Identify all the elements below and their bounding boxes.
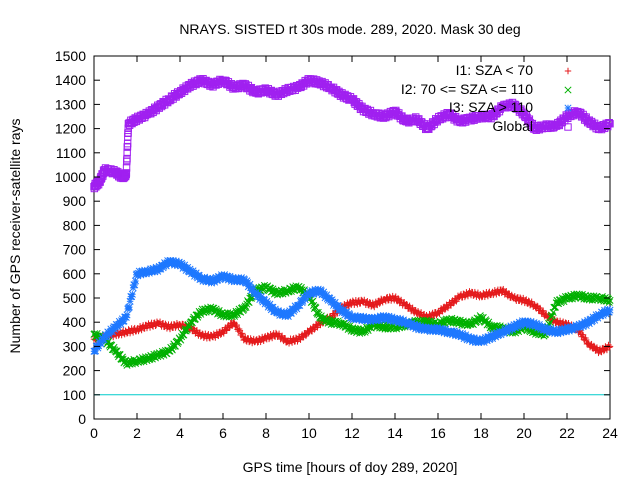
x-tick-label: 18 <box>473 425 489 441</box>
y-tick-label: 1200 <box>55 121 86 137</box>
x-tick-label: 12 <box>344 425 360 441</box>
point-i1-interp <box>220 330 227 337</box>
x-tick-label: 20 <box>516 425 532 441</box>
tick-layer: 0 2 4 6 8 10 12 14 16 18 20 22 240100200300400500600… <box>55 48 618 441</box>
y-tick-label: 1300 <box>55 96 86 112</box>
y-tick-label: 1000 <box>55 169 86 185</box>
point-i1-interp <box>584 340 591 347</box>
legend-label-i1: I1: SZA < 70 <box>456 62 534 78</box>
legend-label-i2: I2: 70 <= SZA <= 110 <box>401 81 533 97</box>
point-i1-interp <box>590 342 598 350</box>
y-tick-label: 700 <box>63 242 87 258</box>
x-tick-label: 22 <box>559 425 575 441</box>
y-tick-label: 1500 <box>55 48 86 64</box>
x-tick-label: 14 <box>387 425 403 441</box>
x-axis-label: GPS time [hours of doy 289, 2020] <box>243 459 458 475</box>
series-layer <box>90 75 614 369</box>
point-i1-interp <box>394 295 402 302</box>
x-tick-label: 16 <box>430 425 446 441</box>
x-tick-label: 6 <box>219 425 227 441</box>
point-i2-interp <box>169 342 177 351</box>
point-i1-interp <box>233 321 241 329</box>
point-i1-interp <box>403 301 410 308</box>
point-i1-interp <box>582 336 590 344</box>
x-tick-label: 4 <box>176 425 184 441</box>
point-i3 <box>606 306 614 314</box>
x-tick-label: 10 <box>301 425 317 441</box>
point-i2-interp <box>245 298 253 306</box>
y-tick-label: 1100 <box>56 145 86 161</box>
legend-label-i3: I3: SZA > 110 <box>449 99 533 115</box>
point-i1-interp <box>376 300 383 307</box>
point-i1-interp <box>600 347 608 355</box>
point-i1-interp <box>420 311 427 318</box>
y-tick-label: 1400 <box>55 72 86 88</box>
y-tick-label: 400 <box>63 314 87 330</box>
point-i1-interp <box>238 331 245 339</box>
legend-marker-i2 <box>564 86 572 94</box>
point-i3-interp <box>128 290 136 298</box>
point-global-interp <box>124 129 132 137</box>
legend-marker-i1 <box>564 67 572 75</box>
y-tick-label: 100 <box>63 387 87 403</box>
point-i1-interp <box>238 330 246 337</box>
point-i2-interp <box>114 350 122 359</box>
point-i1-interp <box>373 301 380 308</box>
point-i1-interp <box>606 344 613 351</box>
y-tick-label: 300 <box>63 338 87 354</box>
legend-label-global: Global <box>493 118 533 134</box>
y-tick-label: 500 <box>63 290 87 306</box>
point-i1-interp <box>597 348 604 355</box>
point-i3-interp <box>123 311 131 319</box>
point-i2-interp <box>180 331 188 339</box>
y-tick-label: 0 <box>78 411 86 427</box>
series-global <box>90 75 614 193</box>
x-tick-label: 8 <box>262 425 270 441</box>
y-tick-label: 800 <box>63 217 87 233</box>
point-i1-interp <box>587 341 595 349</box>
y-tick-label: 900 <box>63 193 87 209</box>
y-tick-label: 200 <box>63 363 87 379</box>
chart-title: NRAYS. SISTED rt 30s mode. 289, 2020. Ma… <box>179 21 520 37</box>
x-tick-label: 0 <box>90 425 98 441</box>
legend-marker-i3 <box>564 104 572 112</box>
point-i1-interp <box>525 297 532 305</box>
y-tick-label: 600 <box>63 266 87 282</box>
point-i3-interp <box>125 303 133 311</box>
x-tick-label: 24 <box>602 425 618 441</box>
point-i1-interp <box>447 301 454 308</box>
point-i1-interp <box>539 307 547 314</box>
y-axis-label: Number of GPS receiver-satellite rays <box>7 119 23 354</box>
x-tick-label: 2 <box>133 425 141 441</box>
